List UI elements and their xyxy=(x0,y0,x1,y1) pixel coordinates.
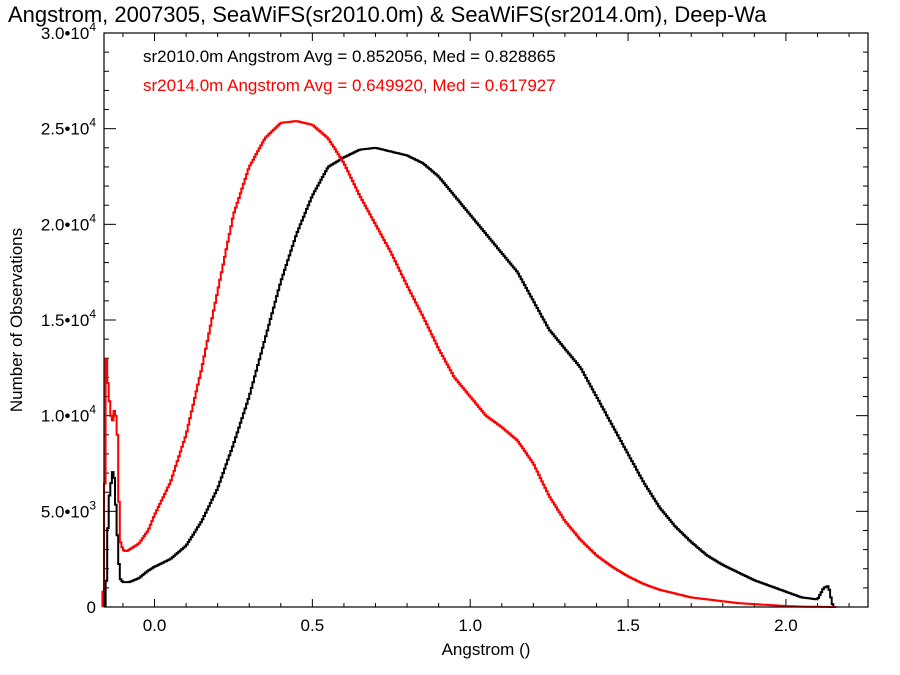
x-tick-label: 1.5 xyxy=(616,616,640,635)
chart-title: Angstrom, 2007305, SeaWiFS(sr2010.0m) & … xyxy=(8,2,767,27)
y-axis-title: Number of Observations xyxy=(7,228,26,412)
series-layer xyxy=(101,120,837,608)
y-tick-label: 1.0•104 xyxy=(41,403,97,426)
stats-line-0: sr2010.0m Angstrom Avg = 0.852056, Med =… xyxy=(143,47,556,66)
y-tick-label: 5.0•103 xyxy=(41,498,97,521)
stats-line-1: sr2014.0m Angstrom Avg = 0.649920, Med =… xyxy=(143,76,556,95)
y-tick-label: 2.0•104 xyxy=(41,211,97,234)
x-tick-label: 0.0 xyxy=(143,616,167,635)
y-tick-label: 1.5•104 xyxy=(41,307,97,330)
x-axis-title: Angstrom () xyxy=(442,640,531,659)
series-line-1 xyxy=(101,120,837,608)
y-tick-label: 2.5•104 xyxy=(41,116,97,139)
series-line-0 xyxy=(104,146,835,607)
y-tick-label: 3.0•104 xyxy=(41,20,97,43)
x-tick-label: 1.0 xyxy=(458,616,482,635)
label-layer: 0.0 0.5 1.0 1.5 2.0 0 5.0•103 1.0•104 1.5•104 2.0… xyxy=(41,20,798,635)
plot-frame xyxy=(103,32,869,608)
x-tick-label: 2.0 xyxy=(774,616,798,635)
axis-layer xyxy=(104,32,868,608)
y-tick-label: 0 xyxy=(87,598,96,617)
x-tick-label: 0.5 xyxy=(301,616,325,635)
